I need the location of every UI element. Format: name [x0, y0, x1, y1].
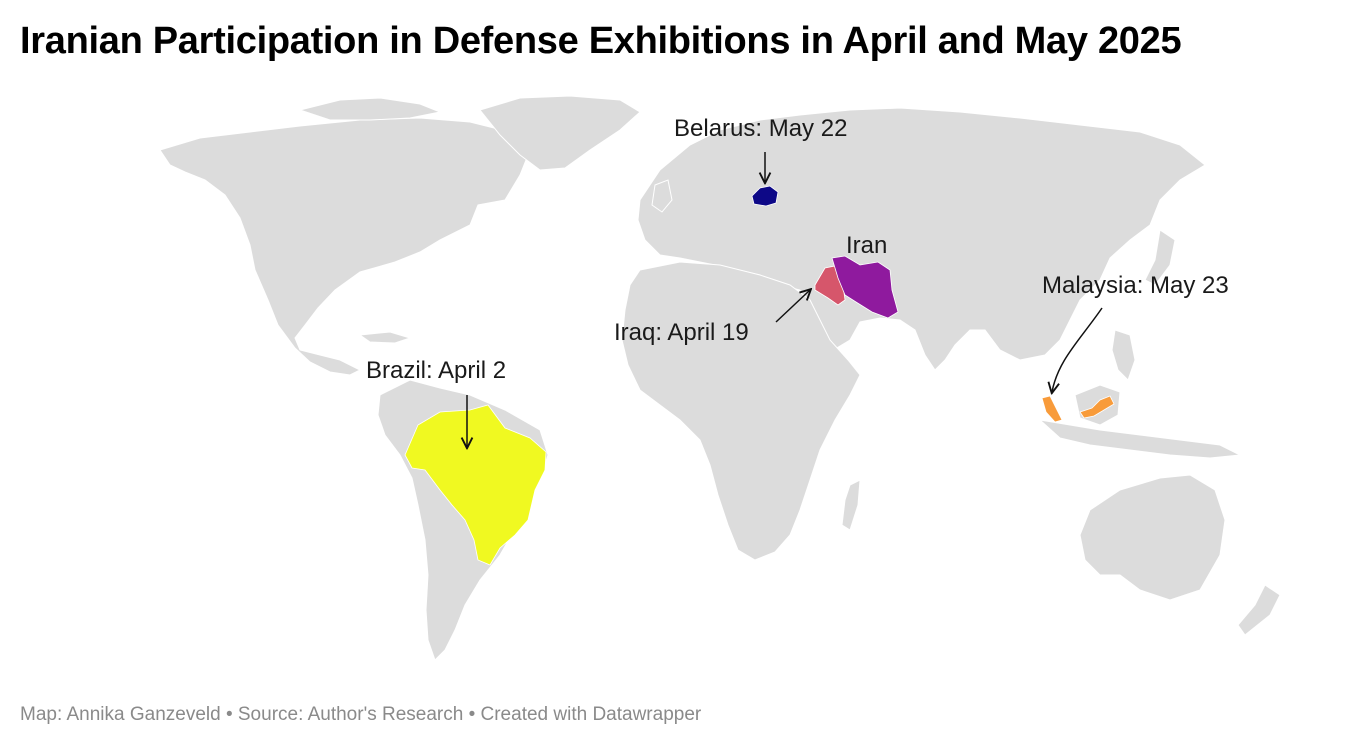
malaysia-peninsula-region [1041, 395, 1063, 423]
new-zealand [1237, 584, 1281, 636]
map-footer-credits: Map: Annika Ganzeveld • Source: Author's… [20, 704, 702, 725]
greenland [479, 95, 641, 171]
caribbean [358, 331, 412, 344]
arctic-islands [298, 97, 442, 121]
malaysia-borneo-region [1079, 395, 1115, 419]
brazil-region [404, 404, 547, 566]
indonesia [1038, 419, 1242, 459]
label-belarus: Belarus: May 22 [674, 115, 847, 142]
label-iran: Iran [846, 232, 887, 259]
land-masses [159, 95, 1281, 661]
label-brazil: Brazil: April 2 [366, 357, 506, 384]
philippines [1111, 329, 1136, 381]
madagascar [841, 479, 861, 531]
label-iraq: Iraq: April 19 [614, 319, 749, 346]
arrow-malaysia [1052, 307, 1103, 392]
japan [1144, 229, 1176, 286]
north-america [159, 117, 531, 376]
australia [1079, 474, 1226, 601]
british-isles [651, 179, 673, 213]
iran-region [831, 255, 899, 319]
arrow-iraq [775, 290, 810, 323]
map-title: Iranian Participation in Defense Exhibit… [20, 20, 1182, 62]
label-malaysia: Malaysia: May 23 [1042, 272, 1229, 299]
belarus-region [751, 185, 779, 207]
